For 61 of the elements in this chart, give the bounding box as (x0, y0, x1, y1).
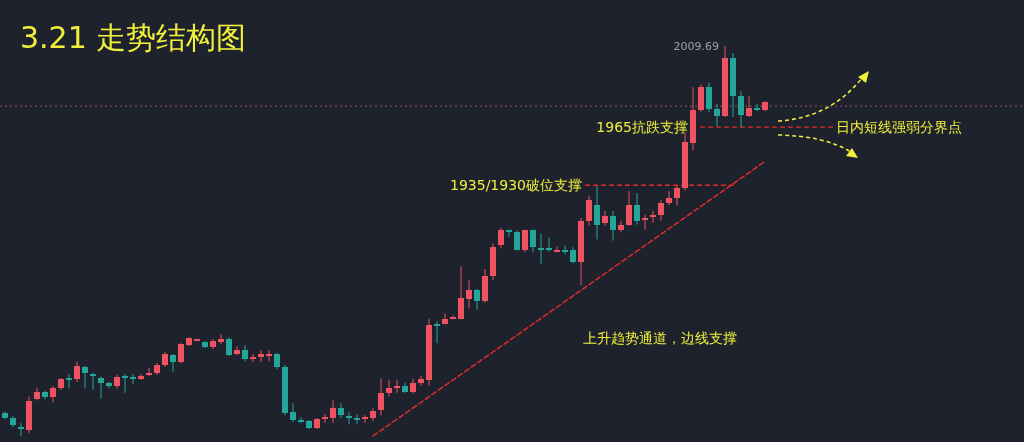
text: 日内短线强弱分界点 (836, 119, 962, 135)
candlestick (698, 84, 704, 113)
annotation: 上升趋势通道，边线支撑 (583, 330, 737, 346)
candlestick (98, 376, 104, 400)
candlestick (66, 373, 72, 389)
candlestick (90, 372, 96, 391)
candlestick (394, 379, 400, 394)
candlestick (450, 314, 456, 320)
candlestick (466, 279, 472, 309)
candlestick (354, 413, 360, 425)
candlestick (418, 375, 424, 387)
candlestick (218, 333, 224, 345)
candlestick (234, 345, 240, 356)
candlestick (74, 361, 80, 383)
candlestick (362, 414, 368, 424)
candlestick (738, 90, 744, 128)
candlestick (178, 342, 184, 364)
candlestick (642, 214, 648, 231)
candlestick (634, 192, 640, 226)
candlestick (330, 400, 336, 424)
candlestick (562, 244, 568, 255)
candlestick (666, 190, 672, 206)
ref-line-label: 1965抗跌支撑 (596, 119, 688, 136)
candlestick (626, 190, 632, 227)
candlestick (706, 82, 712, 113)
candlestick (610, 210, 616, 242)
candlestick (386, 379, 392, 398)
candlestick (554, 245, 560, 253)
candlestick (322, 413, 328, 424)
candlestick (458, 265, 464, 320)
candlestick (602, 210, 608, 227)
candlestick (546, 236, 552, 253)
candlestick (474, 288, 480, 311)
candlestick (170, 353, 176, 373)
candlestick (594, 185, 600, 240)
candlestick (538, 233, 544, 265)
candlestick (746, 95, 752, 118)
candlestick (130, 373, 136, 385)
candlestick (370, 407, 376, 422)
candlestick (138, 373, 144, 381)
candlestick (266, 349, 272, 362)
candlestick (434, 320, 440, 344)
candlestick (226, 336, 232, 357)
candlestick (290, 402, 296, 423)
candlestick (714, 103, 720, 127)
candlestick (146, 367, 152, 377)
candlestick (586, 195, 592, 227)
candlestick (378, 378, 384, 416)
chart-title: 3.21 走势结构图 (20, 20, 247, 55)
candlestick (506, 229, 512, 238)
candlestick (498, 227, 504, 249)
annotation: 2009.69 (673, 40, 719, 53)
ref-line-label: 1935/1930破位支撑 (450, 177, 582, 194)
candlestick (82, 365, 88, 389)
candlestick (18, 422, 24, 437)
candlestick (650, 210, 656, 224)
candlestick (258, 349, 264, 363)
candlestick (346, 411, 352, 425)
candlestick (658, 199, 664, 222)
candlestick (122, 373, 128, 394)
candlestick (674, 185, 680, 206)
